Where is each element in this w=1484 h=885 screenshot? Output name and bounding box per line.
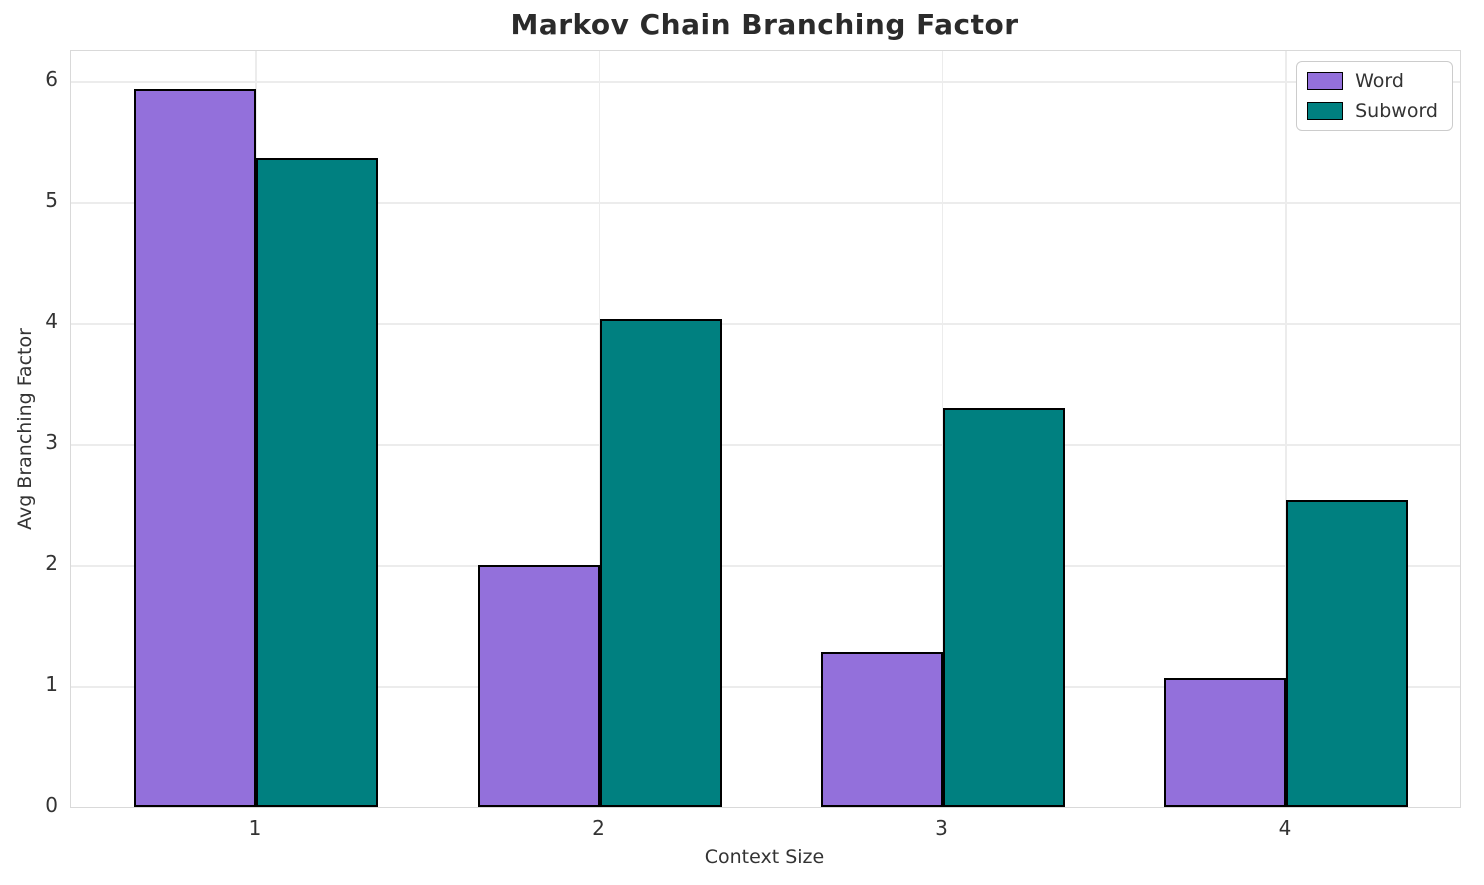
- bar-subword-context-2: [599, 319, 722, 807]
- gridline-v-4: [1285, 51, 1287, 807]
- gridline-h-6: [71, 81, 1460, 83]
- y-tick-2: 2: [45, 551, 58, 575]
- y-tick-4: 4: [45, 309, 58, 333]
- y-tick-5: 5: [45, 188, 58, 212]
- bar-word-context-4: [1164, 678, 1286, 807]
- legend-item-word: Word: [1307, 70, 1438, 92]
- legend-label-subword: Subword: [1355, 100, 1438, 122]
- x-tick-1: 1: [248, 816, 262, 840]
- bar-word-context-3: [820, 652, 943, 807]
- gridline-h-4: [71, 323, 1460, 325]
- y-tick-0: 0: [45, 793, 58, 817]
- x-axis-label: Context Size: [704, 846, 825, 868]
- bar-subword-context-3: [942, 408, 1065, 807]
- gridline-h-1: [71, 686, 1460, 688]
- legend-item-subword: Subword: [1307, 100, 1438, 122]
- gridline-h-5: [71, 202, 1460, 204]
- gridline-h-2: [71, 565, 1460, 567]
- y-tick-1: 1: [45, 672, 58, 696]
- x-tick-3: 3: [935, 816, 948, 840]
- gridline-h-3: [71, 444, 1460, 446]
- legend: Word Subword: [1296, 61, 1453, 131]
- bar-subword-context-1: [256, 158, 378, 807]
- word-color-swatch: [1307, 72, 1344, 90]
- y-axis-label: Avg Branching Factor: [14, 328, 36, 530]
- y-tick-6: 6: [45, 67, 58, 91]
- y-tick-3: 3: [45, 430, 58, 454]
- bar-subword-context-4: [1286, 500, 1408, 807]
- x-tick-2: 2: [592, 816, 605, 840]
- bar-word-context-2: [477, 565, 600, 807]
- plot-area: Word Subword: [70, 50, 1461, 808]
- bar-word-context-1: [134, 89, 256, 807]
- chart-title: Markov Chain Branching Factor: [510, 8, 1019, 41]
- subword-color-swatch: [1307, 102, 1344, 120]
- x-tick-4: 4: [1278, 816, 1292, 840]
- legend-label-word: Word: [1355, 70, 1404, 92]
